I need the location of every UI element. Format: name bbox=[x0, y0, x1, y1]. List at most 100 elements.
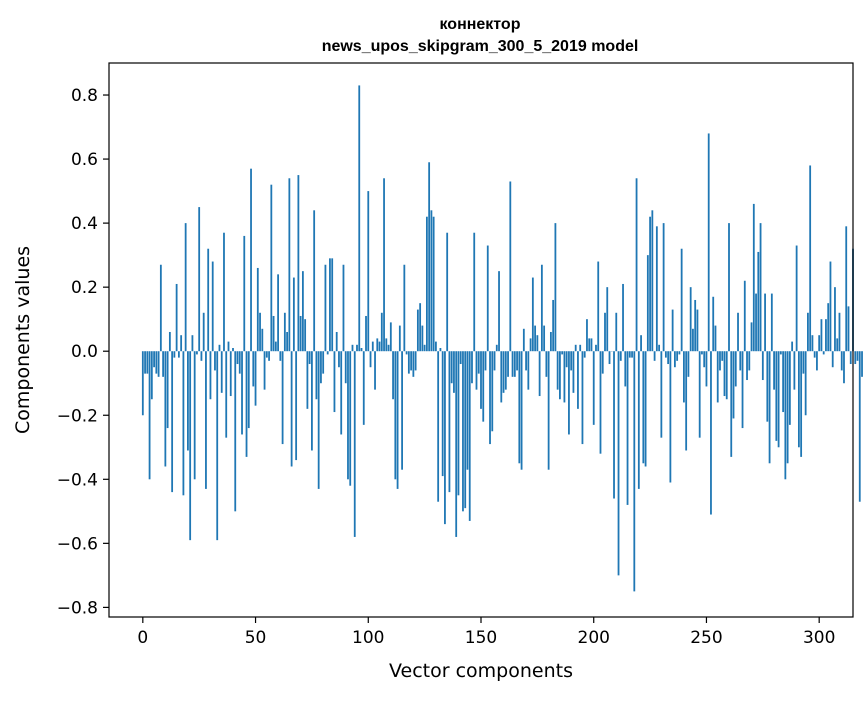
bar bbox=[663, 223, 665, 351]
bar bbox=[363, 351, 365, 425]
bar bbox=[559, 351, 561, 399]
bar bbox=[717, 351, 719, 402]
bar bbox=[458, 351, 460, 495]
bar bbox=[690, 287, 692, 351]
bar bbox=[789, 351, 791, 425]
bar bbox=[169, 332, 171, 351]
y-tick-label: 0.8 bbox=[71, 86, 98, 106]
bar bbox=[444, 351, 446, 524]
bar bbox=[228, 342, 230, 352]
bar bbox=[724, 351, 726, 396]
bar bbox=[187, 351, 189, 450]
bar bbox=[464, 351, 466, 508]
bar bbox=[336, 332, 338, 351]
bar bbox=[654, 351, 656, 361]
bar bbox=[361, 348, 363, 351]
bar bbox=[478, 351, 480, 373]
bar bbox=[390, 322, 392, 351]
bar bbox=[674, 351, 676, 367]
bar bbox=[345, 351, 347, 383]
bar bbox=[372, 342, 374, 352]
bar bbox=[144, 351, 146, 373]
bar bbox=[861, 351, 863, 377]
bar bbox=[859, 351, 861, 502]
bar bbox=[214, 351, 216, 370]
bar bbox=[753, 204, 755, 351]
bar bbox=[518, 351, 520, 463]
bar bbox=[676, 351, 678, 361]
bar bbox=[525, 351, 527, 370]
bar bbox=[744, 281, 746, 351]
x-tick-label: 100 bbox=[352, 628, 384, 648]
bar bbox=[252, 351, 254, 386]
bar bbox=[706, 351, 708, 386]
bar bbox=[710, 351, 712, 514]
bar bbox=[577, 351, 579, 409]
bar bbox=[651, 210, 653, 351]
bar bbox=[760, 223, 762, 351]
bar bbox=[237, 351, 239, 364]
bar bbox=[250, 169, 252, 352]
bar bbox=[419, 303, 421, 351]
bar bbox=[173, 351, 175, 357]
bar bbox=[210, 351, 212, 399]
bar bbox=[325, 265, 327, 351]
bar bbox=[469, 351, 471, 521]
chart-title-line-2: news_upos_skipgram_300_5_2019 model bbox=[322, 38, 639, 55]
bar bbox=[534, 326, 536, 352]
bar bbox=[334, 351, 336, 412]
bar bbox=[555, 223, 557, 351]
bar bbox=[243, 236, 245, 351]
bar bbox=[347, 351, 349, 479]
bar bbox=[329, 258, 331, 351]
bar bbox=[415, 351, 417, 370]
bar bbox=[708, 133, 710, 351]
bar bbox=[295, 351, 297, 460]
bar bbox=[841, 351, 843, 370]
bar bbox=[854, 351, 856, 364]
bar bbox=[694, 300, 696, 351]
bar bbox=[401, 351, 403, 469]
bar bbox=[615, 313, 617, 351]
bar bbox=[293, 278, 295, 352]
bar bbox=[431, 210, 433, 351]
x-tick-label: 250 bbox=[690, 628, 722, 648]
bar bbox=[462, 351, 464, 511]
bar bbox=[649, 217, 651, 352]
bar bbox=[719, 351, 721, 370]
bar bbox=[234, 351, 236, 511]
bar bbox=[367, 191, 369, 351]
bar bbox=[451, 351, 453, 383]
bar bbox=[491, 351, 493, 431]
chart-title-line-1: коннектор bbox=[440, 16, 521, 33]
bar bbox=[476, 351, 478, 389]
bar bbox=[541, 265, 543, 351]
bar bbox=[751, 322, 753, 351]
bar bbox=[304, 319, 306, 351]
bar bbox=[830, 262, 832, 352]
bar bbox=[825, 319, 827, 351]
y-tick-label: 0.2 bbox=[71, 278, 98, 298]
bar bbox=[374, 351, 376, 389]
bar bbox=[733, 351, 735, 418]
y-axis-label: Components values bbox=[12, 246, 34, 434]
bar bbox=[791, 342, 793, 352]
bar bbox=[843, 351, 845, 383]
bar bbox=[812, 335, 814, 351]
bar bbox=[857, 351, 859, 361]
bar bbox=[225, 351, 227, 437]
bar bbox=[176, 284, 178, 351]
bar bbox=[489, 351, 491, 444]
bar bbox=[433, 217, 435, 352]
bar bbox=[142, 351, 144, 415]
bar bbox=[207, 249, 209, 351]
bar bbox=[288, 178, 290, 351]
bar bbox=[638, 351, 640, 489]
bar bbox=[570, 351, 572, 370]
bar bbox=[773, 351, 775, 389]
bar bbox=[183, 351, 185, 495]
bar bbox=[629, 351, 631, 357]
bar bbox=[697, 310, 699, 352]
bar bbox=[146, 351, 148, 373]
bar bbox=[582, 351, 584, 444]
